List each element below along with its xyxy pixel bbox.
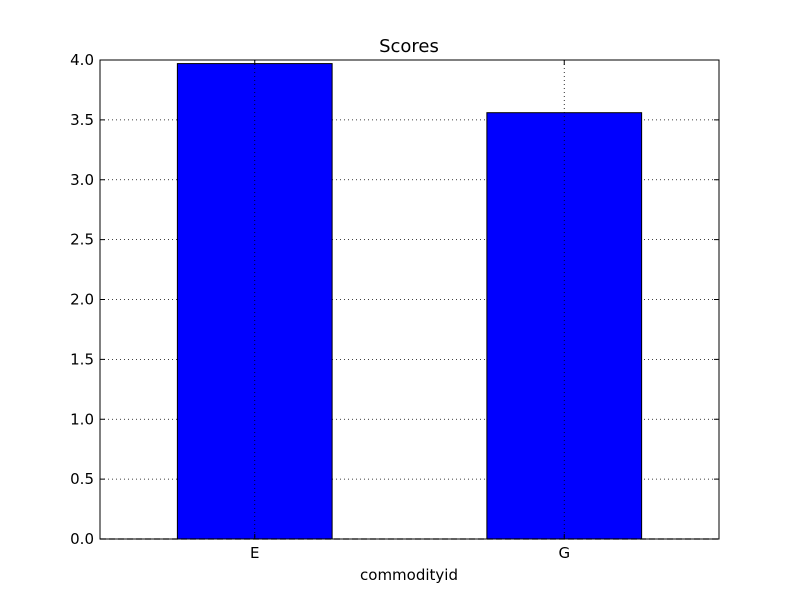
bars <box>176 60 643 540</box>
y-tick-label: 4.0 <box>70 51 94 69</box>
y-tick-label: 2.5 <box>70 231 94 249</box>
y-tick-label: 1.5 <box>70 350 94 368</box>
y-tick-label: 3.5 <box>70 111 94 129</box>
bar-E <box>176 63 333 540</box>
y-tick-label: 2.0 <box>70 291 94 309</box>
chart-title: Scores <box>379 36 439 57</box>
x-tick-label: E <box>250 544 259 562</box>
y-tick-label: 1.0 <box>70 410 94 428</box>
x-axis-label: commodityid <box>360 566 458 584</box>
y-axis-ticks: 0.0 0.5 1.0 1.5 2.0 2.5 3.0 3.5 4.0 <box>70 51 719 548</box>
x-tick-label: G <box>558 544 570 562</box>
y-tick-label: 3.0 <box>70 171 94 189</box>
y-tick-label: 0.0 <box>70 530 94 548</box>
bar-G <box>486 112 643 540</box>
y-tick-label: 0.5 <box>70 470 94 488</box>
